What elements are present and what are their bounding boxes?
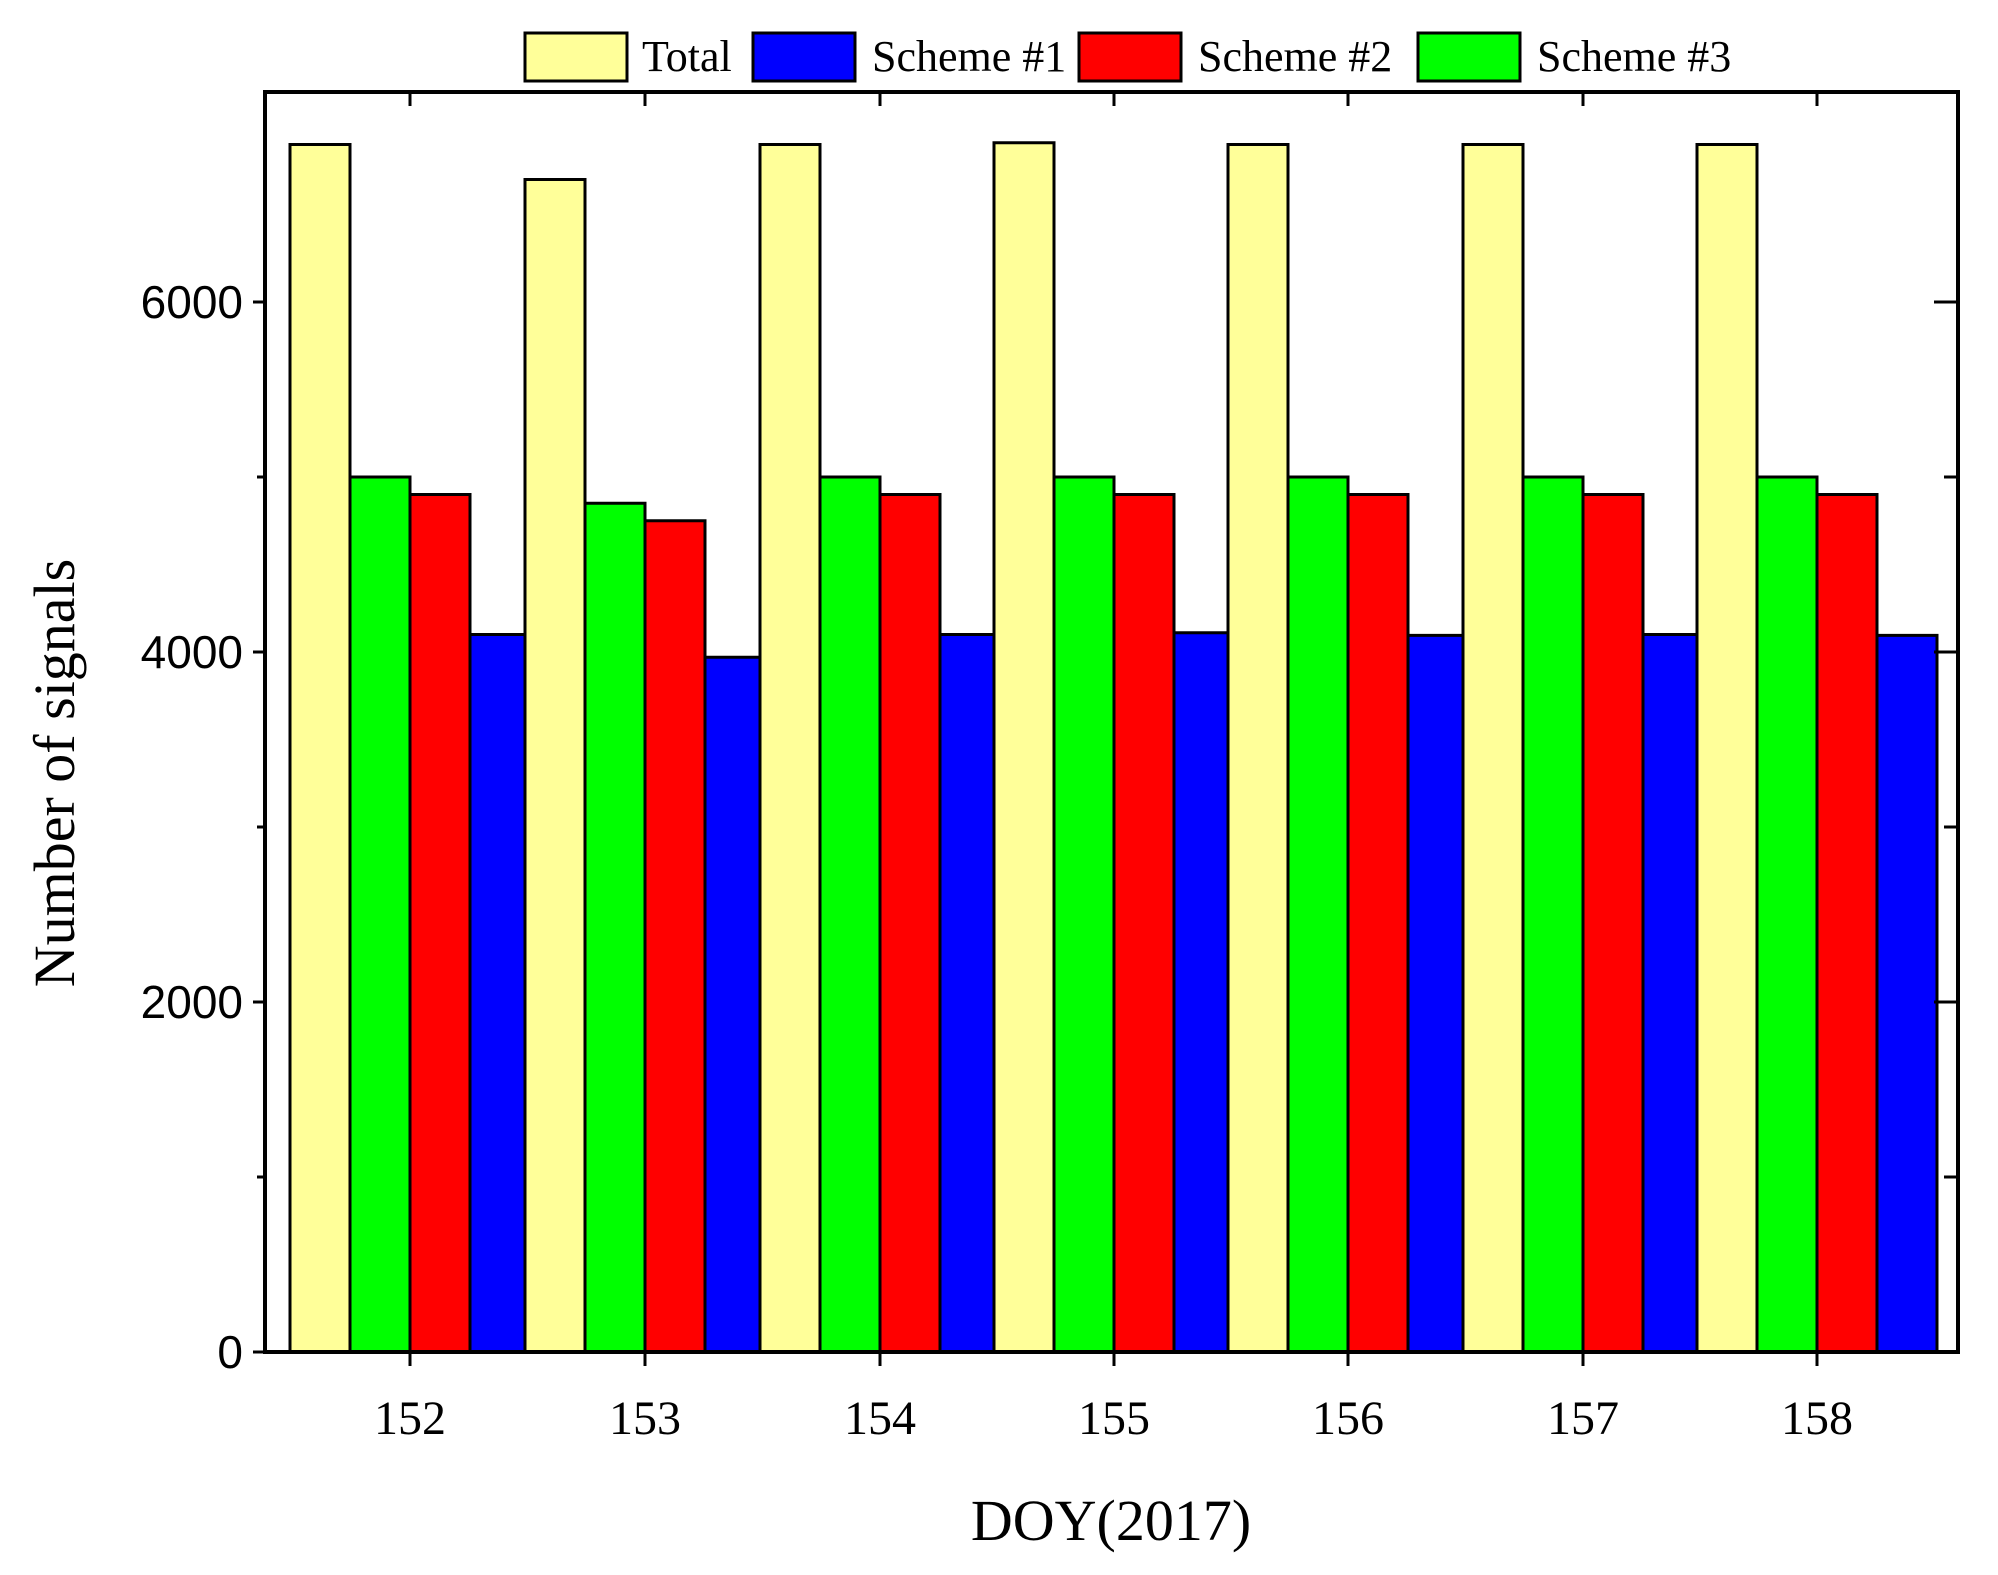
bar-scheme-1-156 xyxy=(1406,633,1470,1354)
y-tick-label-6000: 6000 xyxy=(141,276,243,328)
legend-label-scheme-3: Scheme #3 xyxy=(1537,32,1731,81)
y-axis-title: Number of signals xyxy=(22,559,87,988)
bar-total-155 xyxy=(992,141,1056,1354)
x-tick-label-155: 155 xyxy=(1078,1392,1150,1445)
axes-group xyxy=(263,90,1960,1354)
bar-scheme-3-154 xyxy=(818,475,882,1354)
bar-scheme-2-152 xyxy=(408,493,472,1354)
plot-frame xyxy=(263,90,1960,1354)
x-ticks: 152 153 154 155 156 157 158 xyxy=(374,92,1853,1445)
x-tick-label-156: 156 xyxy=(1312,1392,1384,1445)
y-tick-label-2000: 2000 xyxy=(141,976,243,1028)
legend-label-scheme-1: Scheme #1 xyxy=(872,32,1066,81)
bars-group xyxy=(288,141,1939,1354)
y-tick-label-4000: 4000 xyxy=(141,626,243,678)
bar-scheme-3-158 xyxy=(1755,475,1819,1354)
bar-scheme-2-154 xyxy=(878,493,942,1354)
bar-scheme-2-158 xyxy=(1815,493,1879,1354)
bar-scheme-1-157 xyxy=(1641,633,1705,1354)
x-tick-label-152: 152 xyxy=(374,1392,446,1445)
bar-total-154 xyxy=(758,143,822,1354)
bar-total-158 xyxy=(1695,143,1759,1354)
x-tick-label-157: 157 xyxy=(1547,1392,1619,1445)
bar-total-157 xyxy=(1461,143,1525,1354)
x-tick-label-153: 153 xyxy=(609,1392,681,1445)
bar-scheme-2-156 xyxy=(1346,493,1410,1354)
bar-scheme-3-152 xyxy=(348,475,412,1354)
legend-label-scheme-2: Scheme #2 xyxy=(1198,32,1392,81)
y-ticks: 0 2000 4000 6000 xyxy=(141,276,1958,1378)
bar-scheme-1-155 xyxy=(1172,631,1236,1354)
bar-scheme-3-156 xyxy=(1286,475,1350,1354)
bar-scheme-1-154 xyxy=(938,633,1002,1354)
bar-scheme-1-158 xyxy=(1875,633,1939,1354)
bar-scheme-3-157 xyxy=(1521,475,1585,1354)
legend-swatch-total xyxy=(523,31,629,83)
bar-scheme-1-152 xyxy=(468,633,532,1354)
bar-scheme-2-153 xyxy=(643,519,707,1354)
legend-label-total: Total xyxy=(642,32,732,81)
legend: Total Scheme #1 Scheme #2 Scheme #3 xyxy=(523,31,1731,83)
x-axis-title: DOY(2017) xyxy=(971,1488,1251,1553)
bar-total-152 xyxy=(288,143,352,1354)
bar-total-156 xyxy=(1226,143,1290,1354)
bar-total-153 xyxy=(523,178,587,1354)
legend-swatch-scheme-1 xyxy=(751,31,857,83)
bar-scheme-2-157 xyxy=(1581,493,1645,1354)
bar-scheme-3-155 xyxy=(1052,475,1116,1354)
legend-swatch-scheme-3 xyxy=(1416,31,1522,83)
bar-scheme-2-155 xyxy=(1112,493,1176,1354)
bar-scheme-3-153 xyxy=(583,501,647,1354)
x-tick-label-158: 158 xyxy=(1781,1392,1853,1445)
x-tick-label-154: 154 xyxy=(844,1392,916,1445)
y-tick-label-0: 0 xyxy=(217,1326,243,1378)
bar-scheme-1-153 xyxy=(703,655,767,1354)
legend-swatch-scheme-2 xyxy=(1077,31,1183,83)
